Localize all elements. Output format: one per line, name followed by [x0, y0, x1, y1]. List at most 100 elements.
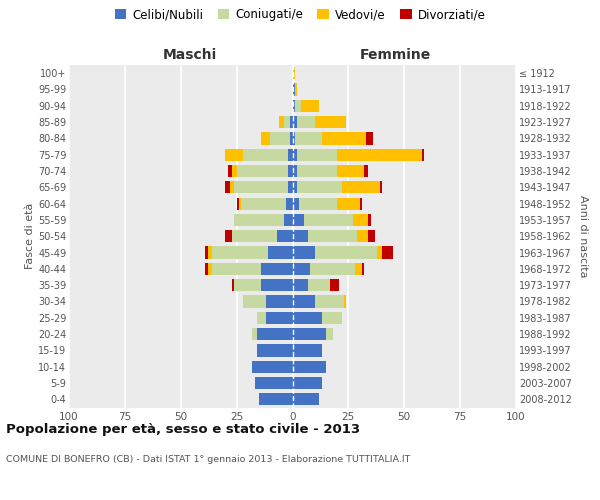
- Bar: [284, 116, 290, 128]
- Bar: [279, 116, 284, 128]
- Bar: [205, 246, 208, 258]
- Bar: [368, 214, 371, 226]
- Bar: [232, 165, 236, 177]
- Bar: [293, 132, 295, 144]
- Text: COMUNE DI BONEFRO (CB) - Dati ISTAT 1° gennaio 2013 - Elaborazione TUTTITALIA.IT: COMUNE DI BONEFRO (CB) - Dati ISTAT 1° g…: [6, 455, 410, 464]
- Bar: [293, 296, 315, 308]
- Bar: [205, 263, 208, 275]
- Bar: [299, 198, 337, 209]
- Bar: [362, 263, 364, 275]
- Bar: [293, 116, 297, 128]
- Bar: [226, 181, 230, 194]
- Bar: [293, 198, 299, 209]
- Bar: [293, 230, 308, 242]
- Bar: [382, 246, 393, 258]
- Bar: [244, 296, 266, 308]
- Bar: [315, 296, 344, 308]
- Bar: [236, 165, 288, 177]
- Bar: [286, 198, 293, 209]
- Bar: [288, 181, 293, 194]
- Bar: [295, 84, 297, 96]
- Bar: [293, 84, 295, 96]
- Bar: [212, 246, 268, 258]
- Text: Femmine: Femmine: [359, 48, 431, 62]
- Bar: [232, 230, 277, 242]
- Bar: [252, 328, 257, 340]
- Bar: [293, 344, 322, 356]
- Bar: [293, 393, 319, 406]
- Bar: [254, 377, 293, 389]
- Bar: [293, 279, 308, 291]
- Bar: [268, 246, 293, 258]
- Bar: [261, 263, 293, 275]
- Bar: [380, 181, 382, 194]
- Bar: [304, 214, 353, 226]
- Bar: [341, 181, 380, 194]
- Bar: [257, 344, 293, 356]
- Text: Maschi: Maschi: [163, 48, 217, 62]
- Bar: [293, 360, 326, 373]
- Bar: [266, 312, 293, 324]
- Bar: [308, 279, 331, 291]
- Bar: [241, 198, 286, 209]
- Bar: [293, 312, 322, 324]
- Y-axis label: Anni di nascita: Anni di nascita: [578, 195, 589, 278]
- Bar: [322, 132, 366, 144]
- Bar: [297, 181, 341, 194]
- Legend: Celibi/Nubili, Coniugati/e, Vedovi/e, Divorziati/e: Celibi/Nubili, Coniugati/e, Vedovi/e, Di…: [110, 4, 490, 26]
- Bar: [235, 279, 261, 291]
- Bar: [236, 198, 239, 209]
- Bar: [326, 328, 333, 340]
- Bar: [259, 393, 293, 406]
- Bar: [239, 198, 241, 209]
- Bar: [208, 263, 212, 275]
- Bar: [284, 214, 293, 226]
- Bar: [226, 230, 232, 242]
- Bar: [252, 360, 293, 373]
- Bar: [261, 132, 270, 144]
- Y-axis label: Fasce di età: Fasce di età: [25, 203, 35, 270]
- Bar: [353, 214, 368, 226]
- Bar: [364, 165, 368, 177]
- Bar: [277, 230, 293, 242]
- Bar: [235, 214, 284, 226]
- Bar: [293, 263, 310, 275]
- Bar: [244, 148, 288, 161]
- Bar: [293, 328, 326, 340]
- Bar: [295, 100, 301, 112]
- Bar: [270, 132, 290, 144]
- Text: Popolazione per età, sesso e stato civile - 2013: Popolazione per età, sesso e stato civil…: [6, 422, 360, 436]
- Bar: [315, 116, 346, 128]
- Bar: [235, 181, 288, 194]
- Bar: [232, 279, 235, 291]
- Bar: [257, 312, 266, 324]
- Bar: [261, 279, 293, 291]
- Bar: [293, 181, 297, 194]
- Bar: [293, 165, 297, 177]
- Bar: [337, 165, 364, 177]
- Bar: [344, 296, 346, 308]
- Bar: [337, 148, 422, 161]
- Bar: [288, 148, 293, 161]
- Bar: [257, 328, 293, 340]
- Bar: [290, 116, 293, 128]
- Bar: [359, 198, 362, 209]
- Bar: [297, 165, 337, 177]
- Bar: [293, 148, 297, 161]
- Bar: [297, 116, 315, 128]
- Bar: [208, 246, 212, 258]
- Bar: [310, 263, 355, 275]
- Bar: [377, 246, 382, 258]
- Bar: [293, 100, 295, 112]
- Bar: [293, 377, 322, 389]
- Bar: [337, 198, 359, 209]
- Bar: [301, 100, 319, 112]
- Bar: [293, 246, 315, 258]
- Bar: [355, 263, 362, 275]
- Bar: [322, 312, 341, 324]
- Bar: [227, 165, 232, 177]
- Bar: [212, 263, 261, 275]
- Bar: [366, 132, 373, 144]
- Bar: [293, 214, 304, 226]
- Bar: [288, 165, 293, 177]
